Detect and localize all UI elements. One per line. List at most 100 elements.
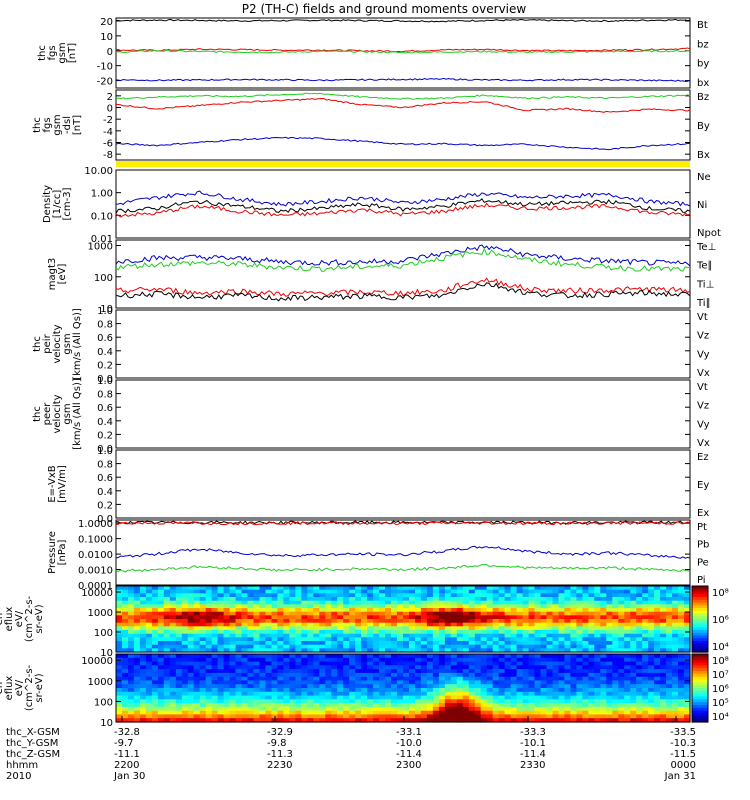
heatmap-cell [648, 710, 655, 716]
heatmap-cell [564, 710, 571, 716]
heatmap-cell [594, 615, 601, 620]
heatmap-cell [157, 589, 165, 594]
x-axis-value: -10.0 [396, 738, 422, 749]
heatmap-cell [373, 661, 380, 666]
heatmap-cell [199, 637, 207, 642]
heatmap-cell [642, 600, 649, 605]
heatmap-cell [516, 611, 524, 616]
heatmap-cell [438, 611, 446, 616]
heatmap-cell [229, 654, 237, 659]
heatmap-cell [552, 597, 560, 602]
heatmap-cell [409, 661, 416, 666]
heatmap-cell [397, 665, 404, 670]
heatmap-cell [432, 714, 440, 719]
heatmap-cell [265, 615, 273, 620]
heatmap-cell [486, 688, 494, 693]
heatmap-cell [379, 597, 386, 602]
heatmap-cell [379, 600, 386, 605]
heatmap-cell [163, 611, 171, 616]
heatmap-cell [265, 665, 273, 670]
heatmap-cell [426, 684, 434, 689]
heatmap-cell [528, 669, 536, 674]
heatmap-cell [540, 630, 548, 635]
heatmap-cell [181, 688, 189, 693]
heatmap-cell [486, 589, 494, 594]
heatmap-cell [373, 691, 380, 697]
heatmap-cell [606, 608, 613, 613]
heatmap-cell [588, 654, 595, 659]
heatmap-cell [672, 654, 679, 659]
heatmap-cell [253, 611, 261, 616]
heatmap-cell [594, 633, 601, 638]
heatmap-cell [265, 691, 273, 697]
heatmap-cell [612, 622, 619, 627]
heatmap-cell [235, 615, 243, 620]
heatmap-cell [558, 586, 566, 591]
heatmap-cell [265, 597, 273, 602]
heatmap-cell [319, 691, 326, 697]
heatmap-cell [648, 703, 655, 708]
heatmap-cell [283, 672, 290, 678]
y-tick-label: 0 [107, 104, 113, 115]
heatmap-cell [486, 710, 494, 716]
heatmap-cell [337, 644, 344, 649]
heatmap-cell [534, 706, 542, 712]
heatmap-cell [367, 661, 374, 666]
heatmap-cell [684, 586, 691, 591]
heatmap-cell [456, 657, 464, 663]
heatmap-cell [217, 654, 225, 659]
heatmap-cell [122, 657, 129, 663]
heatmap-cell [217, 691, 225, 697]
heatmap-cell [678, 684, 685, 689]
heatmap-cell [426, 641, 434, 646]
heatmap-cell [253, 615, 261, 620]
heatmap-cell [528, 589, 536, 594]
heatmap-cell [582, 718, 589, 723]
heatmap-cell [235, 586, 243, 591]
heatmap-cell [133, 665, 141, 670]
colorbar-swatch [692, 597, 708, 601]
y-tick-label: 10 [100, 718, 113, 729]
heatmap-cell [187, 703, 195, 708]
heatmap-cell [636, 680, 643, 685]
heatmap-cell [157, 600, 165, 605]
legend-entry: Vt [697, 312, 708, 323]
heatmap-cell [678, 665, 685, 670]
heatmap-cell [277, 672, 284, 678]
heatmap-cell [588, 672, 595, 678]
heatmap-cell [181, 669, 189, 674]
heatmap-cell [397, 657, 404, 663]
heatmap-cell [594, 589, 601, 594]
heatmap-cell [199, 641, 207, 646]
heatmap-cell [486, 676, 494, 682]
heatmap-cell [504, 714, 512, 719]
heatmap-cell [660, 688, 667, 693]
heatmap-cell [409, 611, 416, 616]
heatmap-cell [397, 669, 404, 674]
heatmap-cell [325, 622, 332, 627]
heatmap-cell [343, 633, 350, 638]
heatmap-cell [522, 604, 530, 609]
heatmap-cell [474, 622, 482, 627]
heatmap-cell [157, 710, 165, 716]
y-tick-label: -10 [97, 62, 113, 73]
heatmap-cell [636, 684, 643, 689]
heatmap-cell [349, 699, 356, 704]
heatmap-cell [223, 672, 231, 678]
heatmap-cell [528, 718, 536, 723]
heatmap-cell [474, 600, 482, 605]
heatmap-cell [301, 684, 308, 689]
heatmap-cell [205, 657, 213, 663]
heatmap-cell [223, 691, 231, 697]
heatmap-cell [241, 718, 249, 723]
heatmap-cell [684, 600, 691, 605]
heatmap-cell [277, 637, 284, 642]
heatmap-cell [546, 688, 554, 693]
heatmap-cell [528, 654, 536, 659]
heatmap-cell [391, 593, 398, 598]
heatmap-cell [361, 619, 368, 624]
heatmap-cell [361, 680, 368, 685]
heatmap-cell [128, 703, 135, 708]
heatmap-cell [116, 626, 123, 631]
